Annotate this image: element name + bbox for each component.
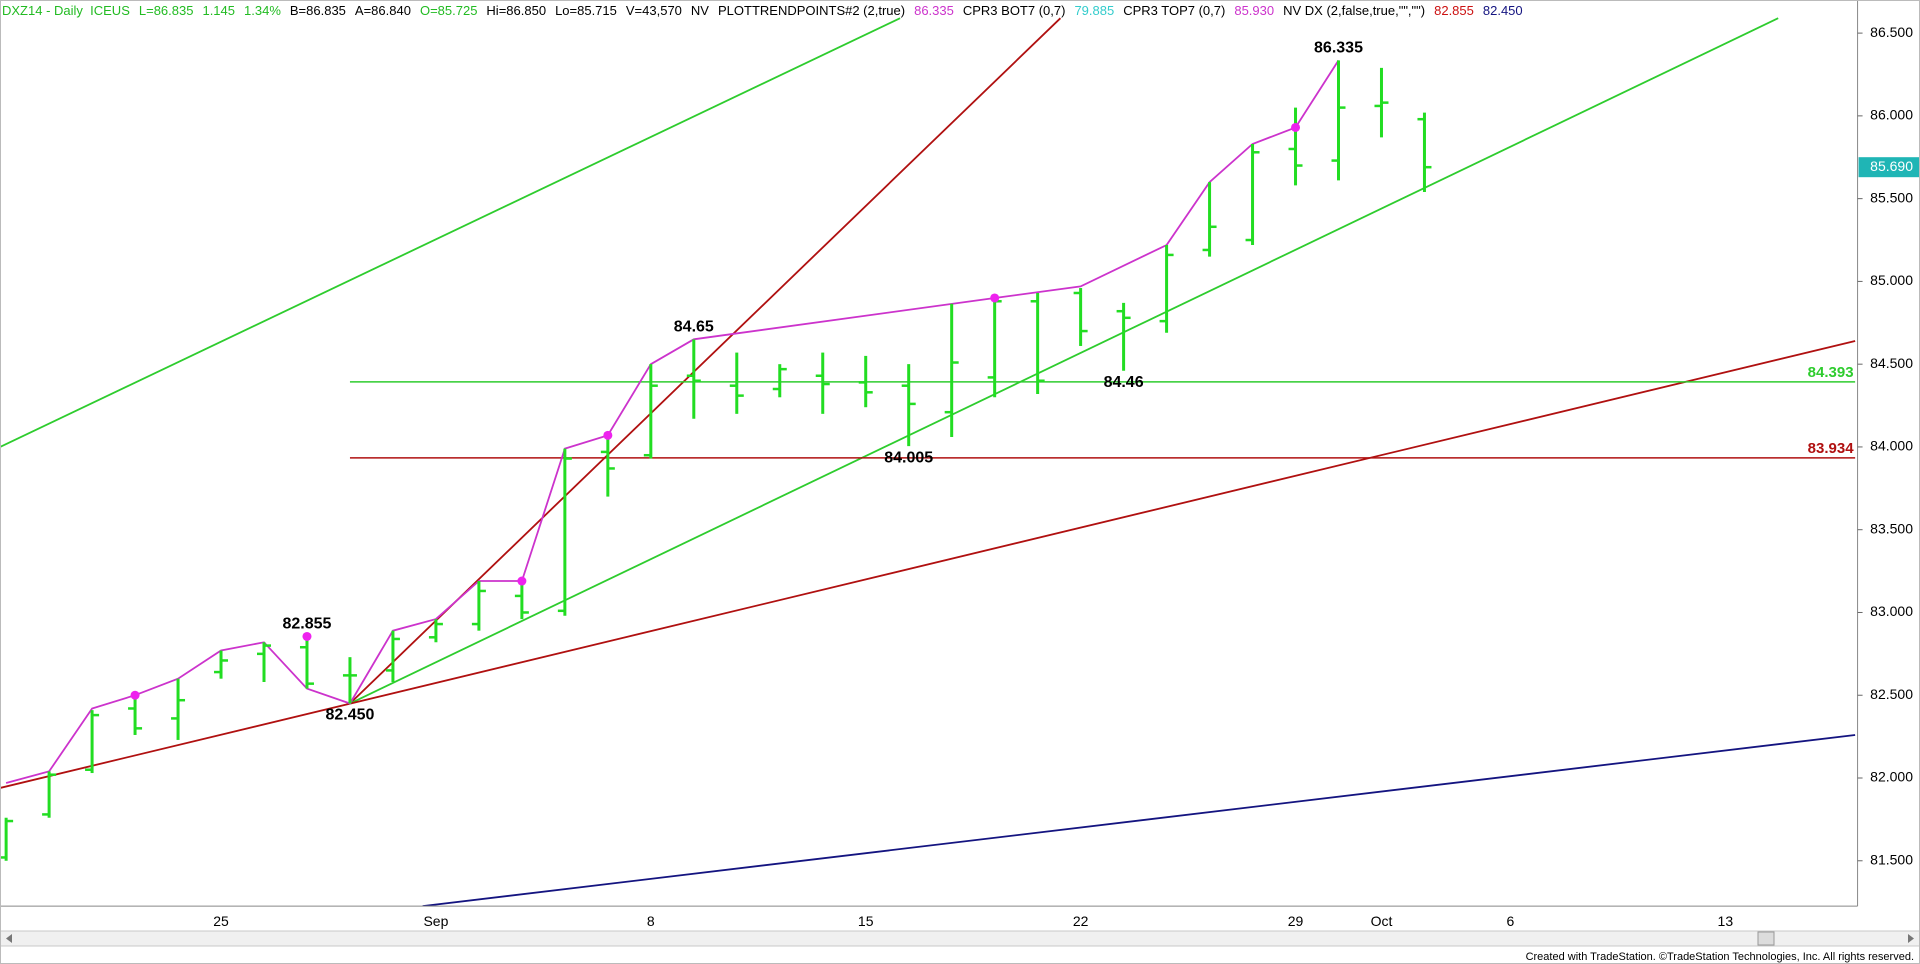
pivot-dot bbox=[1291, 122, 1301, 132]
y-tick-label: 86.000 bbox=[1870, 107, 1913, 123]
header-text: B=86.835 bbox=[289, 3, 346, 18]
y-tick-label: 82.500 bbox=[1870, 686, 1913, 702]
x-tick-label: 6 bbox=[1507, 913, 1515, 929]
y-tick-label: 85.500 bbox=[1870, 189, 1913, 205]
x-tick-label: Sep bbox=[423, 913, 448, 929]
x-tick-label: 8 bbox=[647, 913, 655, 929]
x-tick-label: 25 bbox=[213, 913, 229, 929]
pivot-dot bbox=[990, 293, 1000, 303]
x-tick-label: Oct bbox=[1371, 913, 1393, 929]
price-annotation: 84.005 bbox=[884, 449, 933, 466]
y-tick-label: 86.500 bbox=[1870, 24, 1913, 40]
level-label: 84.393 bbox=[1808, 364, 1854, 381]
trend-line bbox=[0, 17, 901, 448]
header-text: PLOTTRENDPOINTS#2 (2,true) bbox=[717, 3, 906, 18]
pivot-dot bbox=[603, 430, 613, 440]
scroll-thumb bbox=[1757, 931, 1775, 946]
last-price-box bbox=[1858, 157, 1919, 178]
x-tick-label: 22 bbox=[1073, 913, 1089, 929]
price-annotation: 84.46 bbox=[1104, 374, 1144, 391]
y-tick-label: 85.000 bbox=[1870, 272, 1913, 288]
footer-text: Created with TradeStation. ©TradeStation… bbox=[1526, 951, 1914, 963]
header-text: A=86.840 bbox=[354, 3, 411, 18]
pivot-dot bbox=[302, 631, 312, 641]
last-price-label: 85.690 bbox=[1870, 158, 1913, 174]
header-text: Hi=86.850 bbox=[486, 3, 547, 18]
header-text: 82.450 bbox=[1482, 3, 1523, 18]
header-text: L=86.835 bbox=[138, 3, 194, 18]
y-tick-label: 84.500 bbox=[1870, 355, 1913, 371]
scroll-left-arrow bbox=[6, 934, 12, 943]
header-text: O=85.725 bbox=[419, 3, 478, 18]
price-annotation: 82.855 bbox=[283, 616, 332, 633]
x-tick-label: 29 bbox=[1288, 913, 1304, 929]
y-tick-label: 83.000 bbox=[1870, 603, 1913, 619]
price-annotation: 86.335 bbox=[1314, 40, 1363, 57]
header-text: V=43,570 bbox=[625, 3, 682, 18]
header-text: 1.34% bbox=[244, 3, 281, 18]
scroll-right-arrow bbox=[1908, 934, 1914, 943]
trend-line bbox=[349, 17, 1779, 705]
header-text: 86.335 bbox=[914, 3, 954, 18]
level-label: 83.934 bbox=[1808, 440, 1855, 457]
price-annotation: 82.450 bbox=[325, 707, 374, 724]
y-tick-label: 81.500 bbox=[1870, 851, 1913, 867]
pivot-dot bbox=[130, 690, 140, 700]
price-annotation: 84.65 bbox=[674, 319, 714, 336]
header-text: NV bbox=[690, 3, 709, 18]
header-text: 79.885 bbox=[1074, 3, 1115, 18]
pivot-dot bbox=[517, 576, 527, 586]
y-tick-label: 82.000 bbox=[1870, 769, 1913, 785]
header-text: 85.930 bbox=[1234, 3, 1275, 18]
header-text: CPR3 TOP7 (0,7) bbox=[1123, 3, 1226, 18]
header-text: CPR3 BOT7 (0,7) bbox=[962, 3, 1066, 18]
trend-line bbox=[422, 734, 1856, 906]
header-text: NV DX (2,false,true,"","") bbox=[1283, 3, 1426, 18]
header-text: DXZ14 - Daily ICEUS bbox=[2, 3, 130, 18]
header-text: Lo=85.715 bbox=[555, 3, 617, 18]
y-tick-label: 83.500 bbox=[1870, 520, 1913, 536]
x-tick-label: 13 bbox=[1718, 913, 1734, 929]
scroll-track bbox=[0, 930, 1920, 947]
y-tick-label: 84.000 bbox=[1870, 438, 1913, 454]
header-text: 1.145 bbox=[202, 3, 236, 18]
x-tick-label: 15 bbox=[858, 913, 874, 929]
plot-area bbox=[0, 17, 1856, 906]
pivot-line bbox=[5, 59, 1340, 784]
header-bar: DXZ14 - Daily ICEUS L=86.835 1.145 1.34% B=8… bbox=[2, 3, 1532, 19]
header-text: 82.855 bbox=[1434, 3, 1474, 18]
trend-line bbox=[0, 340, 1856, 789]
